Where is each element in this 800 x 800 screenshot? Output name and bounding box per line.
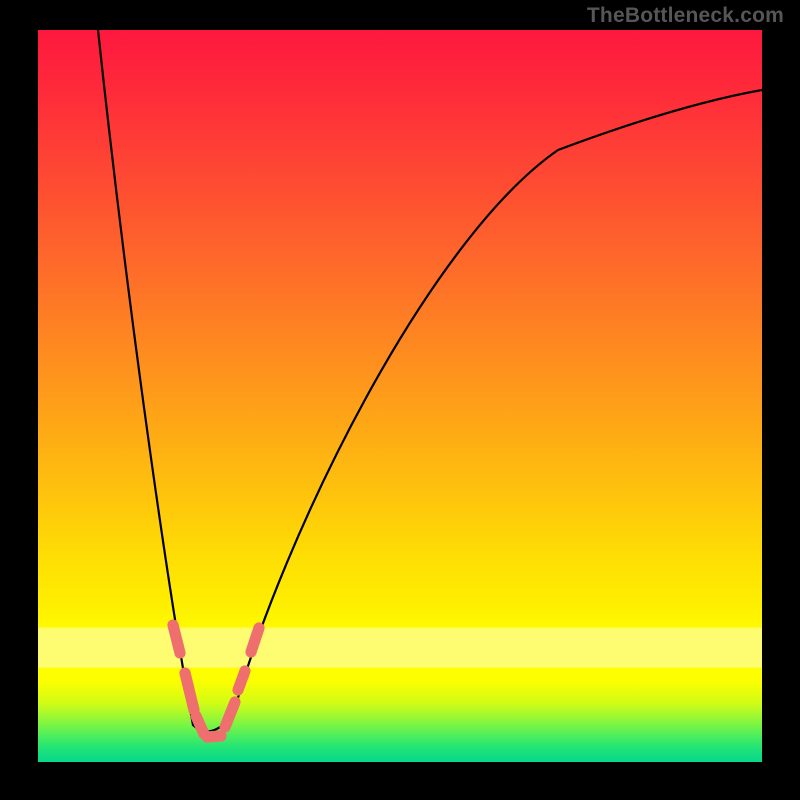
watermark-text: TheBottleneck.com [587,4,784,28]
data-marker [251,628,259,652]
data-marker [238,671,245,690]
data-marker [173,625,180,653]
plot-area [38,30,762,762]
data-marker [196,716,204,734]
outer-frame: TheBottleneck.com [0,0,800,800]
gradient-background [38,30,762,762]
chart-svg [38,30,762,762]
data-marker [207,736,221,737]
